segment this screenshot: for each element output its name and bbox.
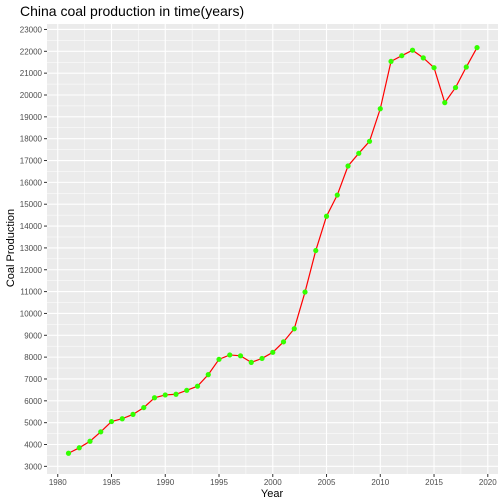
y-tick-label: 16000 <box>20 178 43 187</box>
x-tick-label: 2020 <box>479 478 497 487</box>
y-tick-label: 23000 <box>20 25 43 34</box>
data-point <box>205 372 211 378</box>
data-point <box>463 64 469 70</box>
data-point <box>141 404 147 411</box>
data-point <box>474 44 480 51</box>
x-tick-label: 2005 <box>318 478 336 487</box>
series-points <box>65 44 480 456</box>
y-tick-label: 20000 <box>20 91 43 100</box>
y-tick-label: 14000 <box>20 222 43 231</box>
data-point <box>377 106 383 112</box>
y-tick-label: 18000 <box>20 135 43 144</box>
y-tick-label: 12000 <box>20 266 43 275</box>
data-point <box>431 65 437 71</box>
data-point <box>76 445 82 451</box>
y-tick-label: 15000 <box>20 200 43 209</box>
y-tick-label: 10000 <box>20 309 43 318</box>
y-tick-label: 3000 <box>24 462 42 471</box>
data-point <box>452 84 459 91</box>
x-tick-label: 1985 <box>103 478 121 487</box>
y-tick-label: 19000 <box>20 113 43 122</box>
x-tick-label: 1990 <box>156 478 174 487</box>
data-point <box>194 383 201 389</box>
x-tick-label: 1995 <box>210 478 228 487</box>
data-point <box>184 387 190 393</box>
x-tick-label: 1980 <box>49 478 67 487</box>
data-point <box>302 289 308 295</box>
data-point <box>442 100 448 106</box>
y-tick-label: 17000 <box>20 157 43 166</box>
data-point <box>108 418 115 425</box>
data-point <box>270 349 276 355</box>
data-point <box>151 395 158 401</box>
data-point <box>173 391 179 397</box>
data-point <box>162 392 168 398</box>
data-point <box>87 438 93 444</box>
data-point <box>323 213 330 219</box>
data-point <box>388 58 394 64</box>
y-tick-label: 9000 <box>24 331 42 340</box>
data-point <box>259 355 265 362</box>
y-tick-label: 11000 <box>20 288 42 297</box>
data-point <box>280 339 287 345</box>
data-point <box>420 55 426 61</box>
data-point <box>65 450 72 456</box>
y-axis-title: Coal Production <box>5 209 17 287</box>
data-point <box>119 416 125 422</box>
x-tick-label: 2015 <box>425 478 443 487</box>
data-point <box>366 138 373 144</box>
data-point <box>356 150 362 156</box>
grid-major <box>47 24 498 474</box>
x-tick-label: 2000 <box>264 478 282 487</box>
data-point <box>291 326 297 332</box>
data-point <box>130 411 136 417</box>
y-tick-label: 21000 <box>20 69 43 78</box>
data-point <box>313 247 319 254</box>
x-tick-label: 2010 <box>371 478 389 487</box>
y-tick-label: 13000 <box>20 244 43 253</box>
y-tick-label: 22000 <box>20 47 43 56</box>
x-axis-title: Year <box>261 488 284 500</box>
data-point <box>227 352 233 358</box>
data-point <box>98 429 104 435</box>
y-tick-label: 8000 <box>24 353 42 362</box>
data-point <box>216 356 222 362</box>
y-tick-label: 7000 <box>24 375 42 384</box>
y-tick-label: 4000 <box>24 441 42 450</box>
x-axis: 1980 1985 1990 1995 2000 2005 2010 2015 2020 <box>49 474 497 487</box>
y-tick-label: 5000 <box>24 419 42 428</box>
data-point <box>345 163 351 169</box>
data-point <box>399 53 405 59</box>
data-point <box>237 353 244 359</box>
data-point <box>409 47 416 53</box>
chart-title: China coal production in time(years) <box>20 3 244 19</box>
y-tick-label: 6000 <box>24 397 42 406</box>
data-point <box>334 192 340 198</box>
data-point <box>248 359 254 365</box>
y-axis: 3000 4000 5000 6000 7000 8000 9000 10000 11000 12… <box>20 25 47 471</box>
